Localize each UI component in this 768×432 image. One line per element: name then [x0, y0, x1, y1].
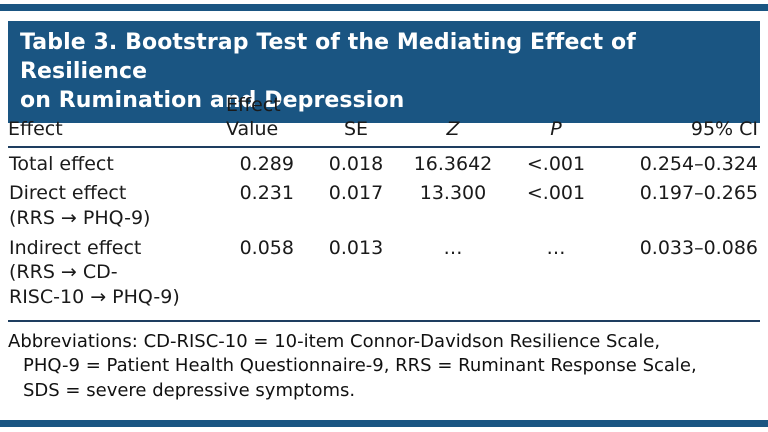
row-label: Indirect effect (RRS → CD- RISC-10 → PHQ…: [8, 232, 226, 320]
table-title-line-1: Table 3. Bootstrap Test of the Mediating…: [20, 30, 636, 85]
row-label-line: Indirect effect: [9, 236, 142, 259]
table-content: Effect Effect Value SE Z P 95% CI Total …: [8, 94, 760, 404]
cell-p: <.001: [526, 152, 586, 175]
col-header-ci: 95% CI: [604, 94, 760, 148]
col-header-p: P: [508, 94, 604, 148]
cell-effect-value: 0.231: [239, 182, 294, 205]
row-label-line: Direct effect: [9, 182, 127, 205]
cell-se: 0.017: [328, 182, 384, 205]
header-row: Effect Effect Value SE Z P 95% CI: [8, 94, 760, 148]
col-header-z: Z: [398, 94, 508, 148]
col-header-se: SE: [314, 94, 398, 148]
cell-p: <.001: [526, 182, 586, 205]
col-header-effect: Effect: [8, 94, 226, 148]
p-label: P: [550, 117, 562, 140]
col-header-effect-value-line2: Value: [226, 117, 279, 140]
cell-p: …: [546, 236, 566, 259]
cell-effect-value: 0.289: [239, 152, 294, 175]
cell-z: 13.300: [419, 182, 487, 205]
cell-se: 0.018: [328, 152, 384, 175]
cell-ci: 0.254–0.324: [639, 152, 758, 175]
abbreviations-line-2: PHQ-9 = Patient Health Questionnaire-9, …: [23, 355, 697, 377]
row-label-line: (RRS → PHQ-9): [9, 206, 151, 229]
col-header-effect-value: Effect Value: [226, 94, 314, 148]
cell-effect-value: 0.058: [239, 236, 294, 259]
top-rule: [0, 4, 768, 11]
row-label-line: Total effect: [9, 152, 114, 175]
col-header-effect-value-line1: Effect: [226, 94, 281, 116]
cell-ci: 0.033–0.086: [639, 236, 758, 259]
row-label: Total effect: [8, 147, 226, 178]
cell-ci: 0.197–0.265: [639, 182, 758, 205]
table-row-indirect-effect: Indirect effect (RRS → CD- RISC-10 → PHQ…: [8, 232, 760, 320]
table-row-direct-effect: Direct effect (RRS → PHQ-9) 0.231 0.017 …: [8, 177, 760, 231]
abbreviations-note: Abbreviations: CD-RISC-10 = 10-item Conn…: [8, 319, 760, 404]
z-label: Z: [446, 117, 460, 140]
results-table: Effect Effect Value SE Z P 95% CI Total …: [8, 94, 760, 320]
abbreviations-line-3: SDS = severe depressive symptoms.: [23, 380, 356, 402]
cell-z: 16.3642: [413, 152, 493, 175]
row-label-line: (RRS → CD-: [9, 261, 118, 284]
bottom-rule: [0, 420, 768, 427]
row-label: Direct effect (RRS → PHQ-9): [8, 177, 226, 231]
cell-z: …: [443, 236, 463, 259]
row-label-line: RISC-10 → PHQ-9): [9, 285, 180, 308]
cell-se: 0.013: [328, 236, 384, 259]
abbreviations-line-1: Abbreviations: CD-RISC-10 = 10-item Conn…: [8, 330, 661, 352]
table-row-total-effect: Total effect 0.289 0.018 16.3642 <.001 0…: [8, 147, 760, 178]
